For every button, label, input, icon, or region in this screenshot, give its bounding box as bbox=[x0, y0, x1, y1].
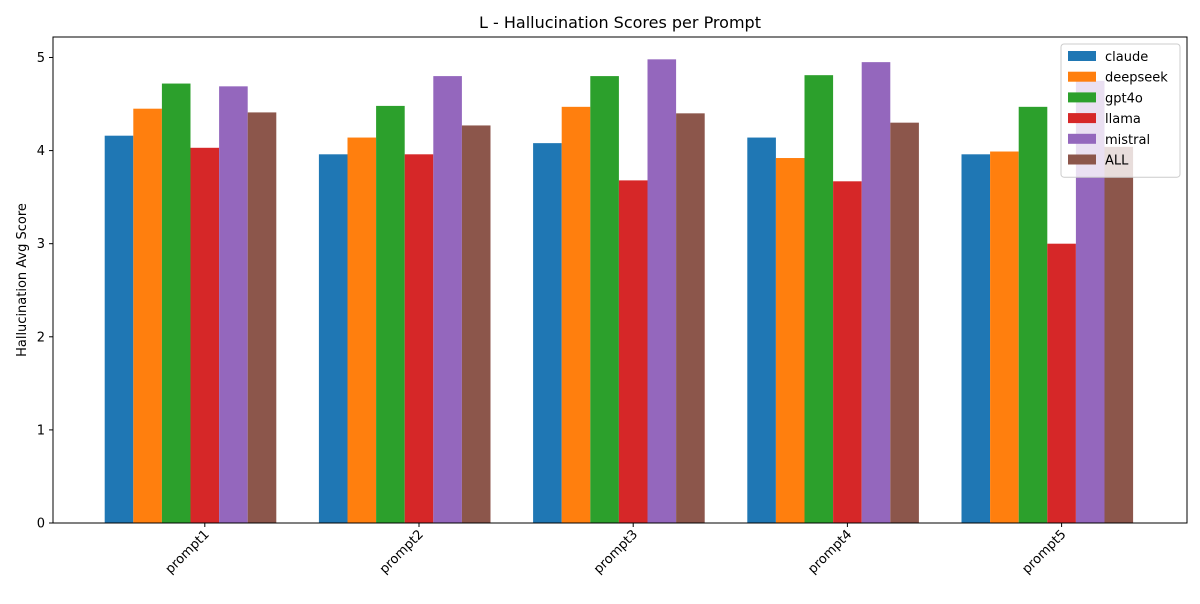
x-axis: prompt1 prompt2 prompt3 prompt4 prompt5 bbox=[163, 523, 1070, 577]
legend-label-mistral: mistral bbox=[1105, 133, 1150, 148]
legend-label-llama: llama bbox=[1105, 112, 1141, 127]
bar-gpt4o-prompt5 bbox=[1018, 106, 1048, 523]
bar-deepseek-prompt4 bbox=[775, 158, 805, 523]
bar-llama-prompt2 bbox=[404, 154, 434, 523]
bar-gpt4o-prompt3 bbox=[590, 76, 619, 523]
legend-label-claude: claude bbox=[1105, 50, 1148, 65]
y-tick-label: 2 bbox=[37, 330, 45, 345]
chart-title: L - Hallucination Scores per Prompt bbox=[479, 13, 761, 32]
bar-deepseek-prompt1 bbox=[133, 108, 162, 523]
y-tick-label: 1 bbox=[37, 423, 45, 438]
plot-frame bbox=[52, 36, 1188, 524]
legend-label-deepseek: deepseek bbox=[1105, 71, 1168, 86]
bar-claude-prompt3 bbox=[533, 143, 562, 523]
bar-all-prompt2 bbox=[461, 125, 491, 523]
bar-llama-prompt4 bbox=[833, 181, 862, 523]
legend-label-gpt4o: gpt4o bbox=[1105, 91, 1143, 106]
y-axis: 0 1 2 3 4 5 bbox=[37, 51, 53, 532]
legend-swatch-gpt4o bbox=[1068, 92, 1096, 103]
y-tick-label: 4 bbox=[37, 144, 45, 159]
y-axis-label: Hallucination Avg Score bbox=[15, 203, 30, 357]
bar-claude-prompt2 bbox=[318, 154, 348, 523]
bar-all-prompt1 bbox=[247, 112, 277, 523]
bar-deepseek-prompt3 bbox=[561, 106, 591, 523]
bar-mistral-prompt1 bbox=[219, 86, 248, 523]
bar-all-prompt4 bbox=[890, 122, 919, 523]
bar-gpt4o-prompt1 bbox=[161, 83, 191, 524]
bar-deepseek-prompt5 bbox=[990, 151, 1019, 523]
bar-mistral-prompt2 bbox=[433, 76, 462, 523]
bar-llama-prompt1 bbox=[190, 147, 220, 524]
y-tick-label: 3 bbox=[37, 237, 45, 252]
bar-llama-prompt5 bbox=[1047, 243, 1076, 523]
bar-mistral-prompt3 bbox=[647, 59, 677, 524]
y-tick-label: 5 bbox=[37, 51, 45, 66]
bar-llama-prompt3 bbox=[618, 180, 648, 523]
legend-label-all: ALL bbox=[1105, 154, 1129, 169]
legend-swatch-mistral bbox=[1068, 133, 1096, 144]
bars-layer bbox=[104, 59, 1134, 524]
bar-claude-prompt4 bbox=[747, 137, 776, 524]
bar-claude-prompt5 bbox=[961, 154, 991, 523]
bar-gpt4o-prompt4 bbox=[804, 75, 834, 524]
legend-swatch-llama bbox=[1068, 113, 1096, 124]
x-tick-label: prompt1 bbox=[163, 527, 213, 577]
y-tick-label: 0 bbox=[37, 517, 45, 532]
bar-mistral-prompt4 bbox=[861, 62, 891, 523]
x-tick-label: prompt2 bbox=[377, 527, 427, 577]
bar-all-prompt3 bbox=[676, 113, 705, 523]
legend-swatch-all bbox=[1068, 154, 1096, 165]
x-tick-label: prompt3 bbox=[591, 527, 641, 577]
bar-all-prompt5 bbox=[1104, 146, 1134, 524]
bar-claude-prompt1 bbox=[104, 135, 134, 523]
x-tick-label: prompt4 bbox=[805, 527, 855, 577]
legend-swatch-deepseek bbox=[1068, 71, 1096, 82]
legend-swatch-claude bbox=[1068, 51, 1096, 61]
bar-deepseek-prompt2 bbox=[347, 137, 377, 524]
bar-gpt4o-prompt2 bbox=[376, 105, 405, 524]
x-tick-label: prompt5 bbox=[1020, 527, 1070, 577]
legend: claude deepseek gpt4o llama mistral ALL bbox=[1060, 43, 1181, 178]
